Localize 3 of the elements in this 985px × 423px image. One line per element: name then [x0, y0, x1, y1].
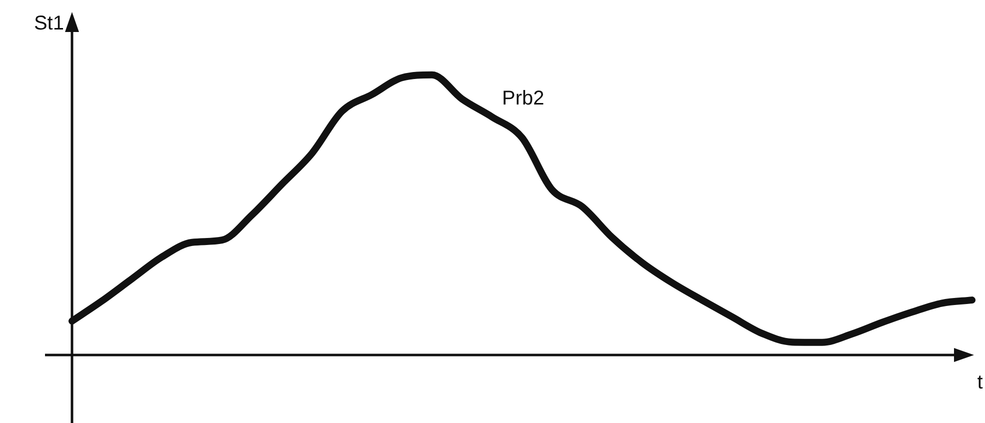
- series-label: Prb2: [502, 87, 544, 110]
- y-axis-title: St1: [34, 12, 64, 35]
- x-axis-title: t: [977, 371, 984, 394]
